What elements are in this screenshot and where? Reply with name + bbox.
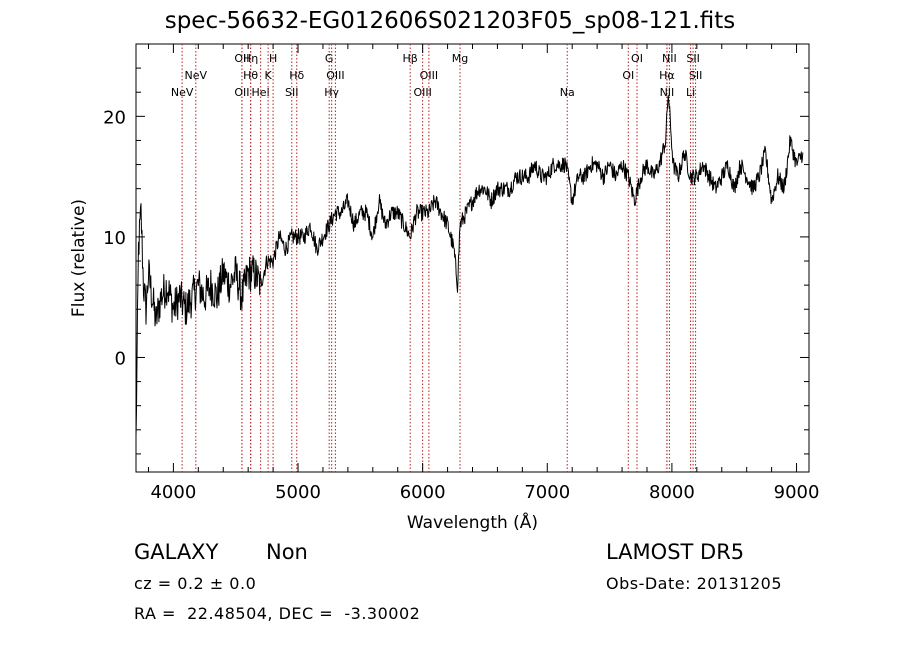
line-marker-label: H (269, 52, 277, 65)
line-marker-label: Hδ (289, 69, 304, 82)
line-marker-label: OIII (413, 86, 431, 99)
object-subclass: Non (266, 540, 308, 564)
y-tick-label: 0 (115, 348, 126, 369)
survey-label: LAMOST DR5 (606, 540, 745, 564)
x-tick-label: 6000 (400, 482, 446, 503)
line-marker-label: Na (560, 86, 575, 99)
obs-date-label: Obs-Date: 20131205 (606, 574, 783, 593)
line-marker-label: Hβ (403, 52, 418, 65)
chart-title: spec-56632-EG012606S021203F05_sp08-121.f… (164, 8, 736, 34)
line-marker-label: OIII (326, 69, 344, 82)
line-marker-label: NII (660, 86, 675, 99)
line-marker-label: Li (686, 86, 695, 99)
line-marker-label: OI (631, 52, 643, 65)
x-tick-label: 9000 (774, 482, 820, 503)
line-marker-label: SII (689, 69, 702, 82)
spectrum-series-line (135, 95, 804, 436)
line-marker-label: NeV (171, 86, 194, 99)
coordinates-label: RA = 22.48504, DEC = -3.30002 (134, 604, 421, 623)
x-tick-label: 7000 (524, 482, 570, 503)
line-marker-label: OII (234, 86, 249, 99)
line-marker-label: HeI (251, 86, 269, 99)
x-tick-label: 5000 (275, 482, 321, 503)
line-marker-label: Mg (452, 52, 468, 65)
line-marker-label: Hγ (324, 86, 339, 99)
line-marker-label: NII (662, 52, 677, 65)
y-axis-label: Flux (relative) (69, 199, 89, 317)
plot-frame (135, 43, 810, 473)
line-marker-label: K (264, 69, 272, 82)
line-marker-label: NeV (185, 69, 208, 82)
object-class: GALAXY (134, 540, 219, 564)
line-marker-label: Hθ (243, 69, 258, 82)
x-tick-label: 8000 (649, 482, 695, 503)
line-marker-label: G (325, 52, 334, 65)
line-marker-label: SII (686, 52, 699, 65)
line-marker-label: OI (622, 69, 634, 82)
y-tick-label: 10 (103, 228, 126, 249)
line-marker-label: SII (285, 86, 298, 99)
x-tick-label: 4000 (150, 482, 196, 503)
x-axis-label: Wavelength (Å) (407, 511, 538, 533)
redshift-label: cz = 0.2 ± 0.0 (134, 574, 257, 593)
y-tick-label: 20 (103, 107, 126, 128)
line-marker-label: OIII (420, 69, 438, 82)
